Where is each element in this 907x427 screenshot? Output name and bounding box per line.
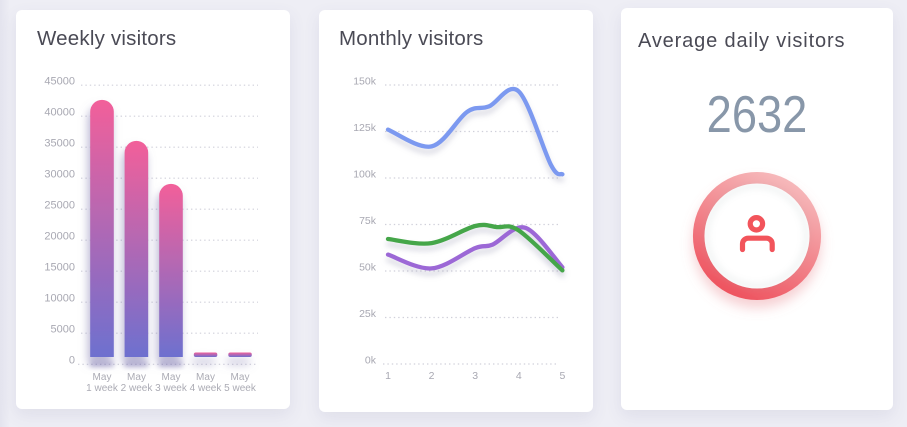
svg-text:125k: 125k [353, 122, 377, 134]
svg-text:1 week: 1 week [86, 383, 119, 394]
svg-text:50k: 50k [359, 262, 377, 274]
svg-text:10000: 10000 [44, 293, 75, 305]
svg-text:5: 5 [559, 370, 565, 382]
svg-text:150k: 150k [353, 76, 377, 88]
svg-text:30000: 30000 [44, 169, 75, 181]
svg-text:May: May [93, 372, 112, 383]
svg-text:45000: 45000 [44, 76, 75, 88]
svg-text:35000: 35000 [44, 138, 75, 150]
svg-text:3: 3 [472, 370, 478, 382]
svg-text:2: 2 [429, 370, 435, 382]
svg-text:20000: 20000 [44, 231, 75, 243]
svg-text:May: May [196, 372, 215, 383]
svg-text:1: 1 [385, 370, 391, 382]
svg-text:75k: 75k [359, 215, 377, 227]
svg-text:15000: 15000 [44, 262, 75, 274]
svg-text:2 week: 2 week [121, 383, 154, 394]
svg-text:0: 0 [69, 355, 75, 367]
svg-text:3 week: 3 week [155, 383, 188, 394]
svg-text:May: May [127, 372, 146, 383]
svg-text:4: 4 [516, 370, 522, 382]
svg-text:40000: 40000 [44, 107, 75, 119]
svg-text:25000: 25000 [44, 200, 75, 212]
svg-text:25k: 25k [359, 308, 377, 320]
svg-text:4 week: 4 week [190, 383, 223, 394]
svg-text:5 week: 5 week [224, 383, 257, 394]
svg-text:May: May [162, 372, 181, 383]
svg-text:0k: 0k [365, 355, 377, 367]
svg-text:100k: 100k [353, 169, 377, 181]
svg-text:May: May [231, 372, 250, 383]
svg-text:5000: 5000 [51, 324, 75, 336]
